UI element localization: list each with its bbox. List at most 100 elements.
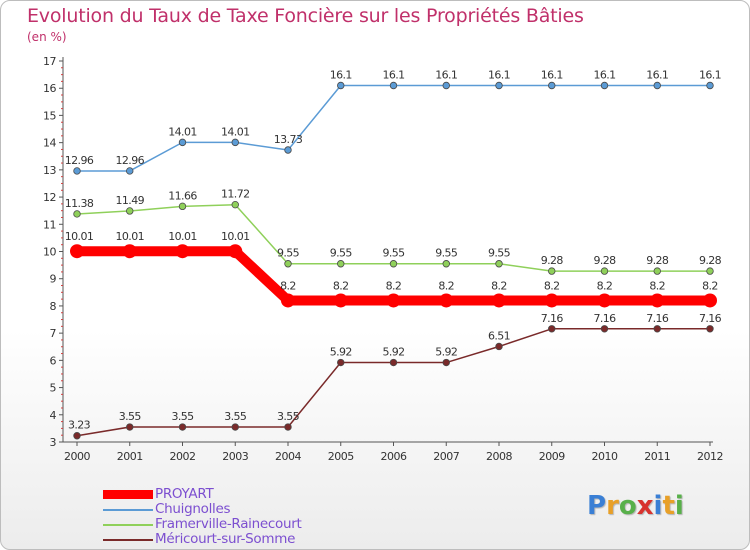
data-point-proyart [544, 293, 559, 308]
data-label-framerville-rainecourt: 9.28 [541, 254, 564, 267]
y-tick-label: 5 [50, 382, 57, 395]
data-label-framerville-rainecourt: 9.55 [435, 247, 458, 260]
data-point-framerville-rainecourt [126, 207, 134, 215]
legend-swatch [103, 490, 153, 499]
data-label-framerville-rainecourt: 11.49 [116, 194, 145, 207]
data-point-framerville-rainecourt [442, 260, 450, 268]
y-tick-label: 13 [43, 164, 56, 177]
data-point-m-ricourt-sur-somme [73, 432, 81, 440]
data-point-proyart [597, 293, 612, 308]
data-point-chuignolles [126, 167, 134, 175]
data-label-proyart: 8.2 [491, 279, 507, 292]
x-tick-label: 2006 [381, 450, 407, 463]
data-label-framerville-rainecourt: 11.66 [168, 189, 197, 202]
data-label-chuignolles: 16.1 [488, 68, 510, 81]
data-label-m-ricourt-sur-somme: 5.92 [330, 346, 352, 359]
data-label-framerville-rainecourt: 9.28 [646, 254, 669, 267]
data-point-chuignolles [495, 81, 503, 90]
data-point-proyart [650, 293, 665, 308]
data-label-chuignolles: 13.73 [274, 133, 303, 146]
y-tick-label: 12 [43, 191, 56, 204]
data-point-m-ricourt-sur-somme [231, 423, 239, 431]
data-point-framerville-rainecourt [389, 260, 398, 268]
data-point-chuignolles [706, 81, 714, 90]
data-label-framerville-rainecourt: 11.38 [65, 197, 94, 210]
logo-letter: i [653, 491, 663, 521]
x-tick-label: 2001 [117, 450, 143, 463]
data-point-m-ricourt-sur-somme [126, 423, 134, 431]
data-point-m-ricourt-sur-somme [600, 325, 609, 333]
x-tick-label: 2005 [328, 450, 354, 463]
data-label-m-ricourt-sur-somme: 3.55 [224, 410, 247, 423]
x-tick-label: 2002 [170, 450, 196, 463]
data-label-proyart: 10.01 [168, 230, 197, 243]
data-label-m-ricourt-sur-somme: 6.51 [488, 329, 510, 342]
logo-letter: o [618, 491, 637, 521]
legend-swatch [103, 509, 153, 511]
data-label-framerville-rainecourt: 9.55 [488, 247, 511, 260]
data-point-proyart [703, 293, 717, 308]
x-tick-label: 2010 [592, 450, 618, 463]
data-label-m-ricourt-sur-somme: 3.55 [171, 410, 194, 423]
x-tick-label: 2009 [539, 450, 565, 463]
y-tick-label: 10 [43, 246, 56, 259]
data-point-proyart [228, 244, 243, 259]
y-tick-label: 11 [43, 218, 56, 231]
data-label-framerville-rainecourt: 9.55 [382, 247, 405, 260]
data-point-proyart [439, 293, 454, 308]
data-label-chuignolles: 16.1 [699, 68, 721, 81]
data-label-proyart: 8.2 [280, 279, 296, 292]
data-point-m-ricourt-sur-somme [178, 423, 187, 431]
legend-label: PROYART [155, 486, 214, 502]
data-point-chuignolles [600, 81, 609, 90]
data-point-proyart [492, 293, 506, 308]
data-label-m-ricourt-sur-somme: 7.16 [593, 312, 616, 325]
data-point-framerville-rainecourt [178, 202, 187, 211]
data-point-chuignolles [337, 81, 345, 90]
x-tick-label: 2011 [644, 450, 670, 463]
legend-swatch [103, 539, 153, 541]
data-point-chuignolles [178, 138, 187, 147]
data-label-proyart: 8.2 [702, 279, 718, 292]
x-tick-label: 2007 [433, 450, 459, 463]
data-label-m-ricourt-sur-somme: 7.16 [699, 312, 722, 325]
y-tick-label: 3 [50, 436, 57, 449]
data-label-proyart: 8.2 [333, 279, 349, 292]
data-point-framerville-rainecourt [548, 267, 556, 275]
data-point-framerville-rainecourt [284, 260, 292, 268]
data-label-chuignolles: 16.1 [435, 68, 457, 81]
data-point-m-ricourt-sur-somme [337, 358, 345, 367]
data-point-m-ricourt-sur-somme [706, 325, 714, 333]
data-label-proyart: 10.01 [116, 230, 145, 243]
y-tick-label: 4 [50, 409, 57, 422]
data-label-proyart: 8.2 [597, 279, 613, 292]
data-label-proyart: 8.2 [438, 279, 454, 292]
y-tick-label: 7 [50, 327, 57, 340]
data-label-chuignolles: 14.01 [221, 125, 250, 138]
y-tick-label: 17 [43, 55, 56, 68]
data-point-m-ricourt-sur-somme [389, 358, 398, 367]
logo-letter: x [636, 491, 654, 521]
data-point-chuignolles [653, 81, 661, 90]
y-tick-label: 9 [50, 273, 57, 286]
legend-swatch [103, 524, 153, 526]
data-label-proyart: 8.2 [649, 279, 665, 292]
data-label-chuignolles: 16.1 [593, 68, 615, 81]
data-point-m-ricourt-sur-somme [284, 423, 292, 431]
data-point-chuignolles [389, 81, 398, 90]
data-point-chuignolles [73, 167, 81, 175]
x-tick-label: 2000 [64, 450, 90, 463]
y-tick-label: 8 [50, 300, 57, 313]
data-label-chuignolles: 12.96 [65, 154, 94, 167]
data-point-proyart [122, 244, 137, 259]
data-label-framerville-rainecourt: 9.28 [593, 254, 616, 267]
legend-label: Chuignolles [155, 501, 231, 517]
y-tick-label: 15 [43, 109, 56, 122]
data-point-framerville-rainecourt [231, 200, 239, 209]
data-point-framerville-rainecourt [600, 267, 609, 275]
data-point-m-ricourt-sur-somme [495, 342, 503, 351]
data-label-m-ricourt-sur-somme: 5.92 [382, 346, 404, 359]
data-label-chuignolles: 16.1 [382, 68, 404, 81]
